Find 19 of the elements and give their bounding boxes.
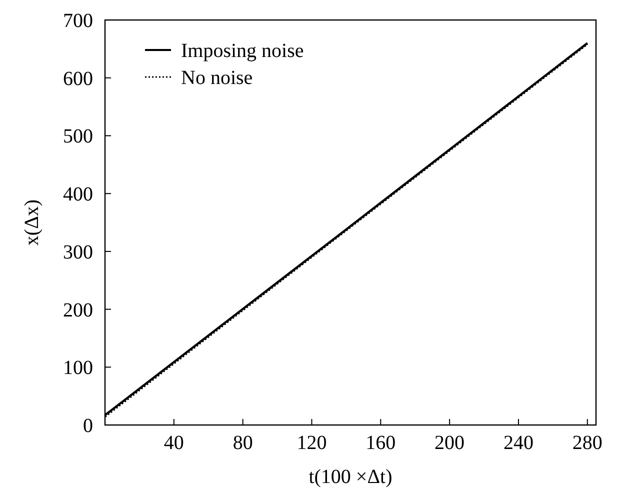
- x-tick-label: 280: [572, 432, 602, 454]
- y-tick-label: 500: [63, 126, 93, 148]
- y-tick-label: 300: [63, 241, 93, 264]
- x-tick-label: 40: [164, 432, 184, 454]
- x-axis-title: t(100 ×Δt): [308, 466, 392, 488]
- y-tick-label: 600: [63, 68, 93, 90]
- x-tick-label: 240: [503, 432, 534, 454]
- x-tick-label: 120: [296, 432, 327, 454]
- y-axis-title: x(Δx): [21, 199, 43, 246]
- y-tick-label: 200: [63, 299, 93, 322]
- legend-label: No noise: [181, 67, 253, 89]
- x-tick-label: 160: [366, 432, 396, 454]
- y-tick-label: 400: [63, 184, 93, 206]
- legend-label: Imposing noise: [181, 40, 304, 62]
- x-tick-label: 80: [232, 432, 253, 454]
- y-tick-label: 100: [63, 357, 93, 380]
- x-tick-label: 200: [434, 432, 465, 454]
- y-tick-label: 700: [63, 10, 93, 32]
- y-tick-label: 0: [83, 415, 93, 437]
